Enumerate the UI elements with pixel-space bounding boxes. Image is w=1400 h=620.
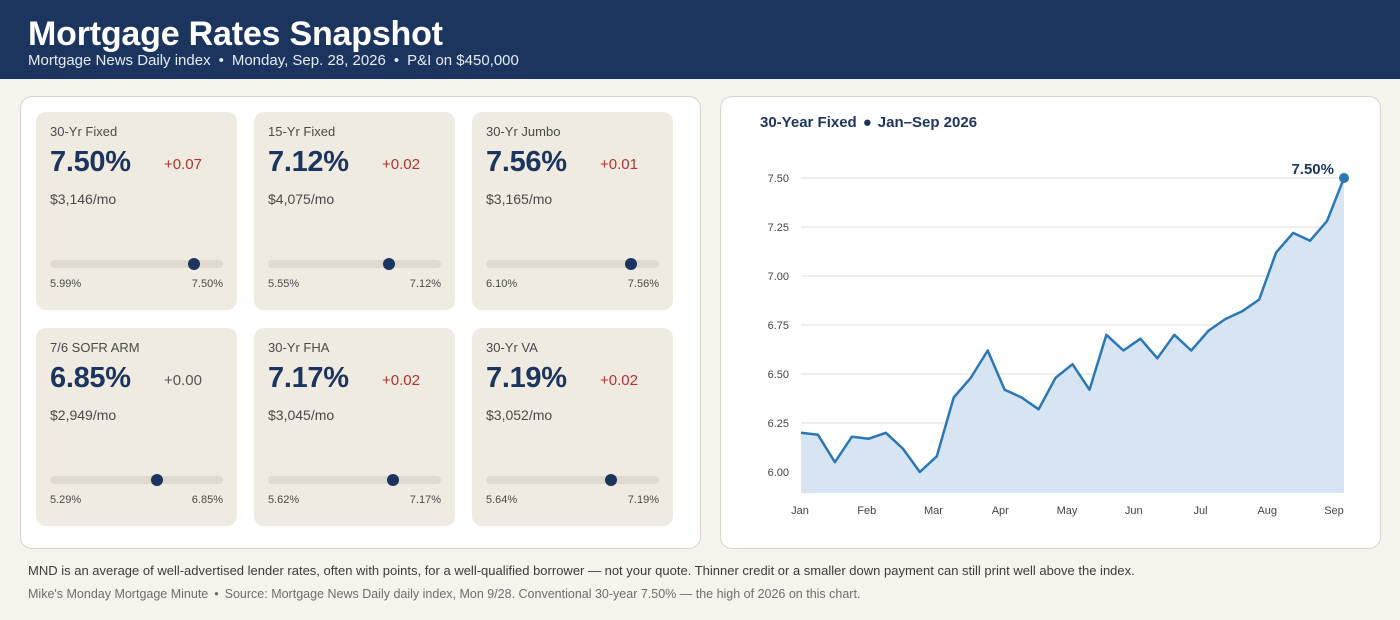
card-change: +0.01 (600, 156, 638, 173)
chart-series-name: 30-Year Fixed (760, 114, 857, 131)
card-payment: $3,052/mo (486, 407, 553, 423)
range-low: 5.29% (50, 494, 82, 506)
range-low: 5.99% (50, 278, 82, 290)
card-label: 30-Yr FHA (268, 340, 330, 355)
card-label: 30-Yr VA (486, 340, 538, 355)
source-text: Source: Mortgage News Daily daily index,… (224, 587, 861, 601)
card-rate: 7.56% (486, 146, 567, 178)
x-tick-label: Jan (791, 505, 809, 517)
card-change: +0.02 (382, 372, 420, 389)
x-tick-label: Jun (1125, 505, 1143, 517)
rate-line (800, 177, 1346, 474)
card-rate: 7.19% (486, 362, 567, 394)
range-marker (625, 258, 638, 270)
card-change: +0.02 (600, 372, 638, 389)
card-payment: $3,045/mo (268, 407, 335, 423)
range-high: 7.50% (191, 278, 223, 290)
chart-period: Jan–Sep 2026 (877, 114, 978, 131)
subtitle-source: Mortgage News Daily index (28, 52, 211, 69)
card-label: 30-Yr Jumbo (486, 124, 561, 139)
card-rate: 6.85% (50, 362, 131, 394)
range-high: 7.19% (627, 494, 659, 506)
range-track (268, 260, 441, 268)
header-banner: Mortgage Rates Snapshot Mortgage News Da… (0, 0, 1400, 79)
chart-panel: 30-Year Fixed ● Jan–Sep 2026 7.50 7.25 7.00 6… (720, 96, 1381, 549)
rate-card-30yr-fixed[interactable]: 30-Yr Fixed 7.50% +0.07 $3,146/mo 5.99% … (36, 112, 237, 310)
card-payment: $4,075/mo (268, 191, 335, 207)
area-fill (801, 178, 1344, 493)
x-tick-label: Jul (1193, 505, 1207, 517)
y-tick-label: 7.50 (768, 173, 789, 185)
range-high: 6.85% (191, 494, 223, 506)
card-label: 30-Yr Fixed (50, 124, 118, 139)
range-marker (187, 258, 200, 270)
rate-card-sofr-arm[interactable]: 7/6 SOFR ARM 6.85% +0.00 $2,949/mo 5.29%… (36, 328, 237, 526)
card-rate: 7.17% (268, 362, 349, 394)
range-low: 5.62% (268, 494, 300, 506)
footnote: MND is an average of well-advertised len… (28, 563, 1135, 578)
card-rate: 7.50% (50, 146, 131, 178)
range-track (486, 260, 659, 268)
card-label: 7/6 SOFR ARM (50, 340, 140, 355)
range-low: 5.64% (486, 494, 518, 506)
rate-card-30yr-va[interactable]: 30-Yr VA 7.19% +0.02 $3,052/mo 5.64% 7.1… (472, 328, 673, 526)
subtitle-date: Monday, Sep. 28, 2026 (231, 52, 386, 69)
y-tick-label: 6.50 (768, 369, 789, 381)
source-line: Mike's Monday Mortgage Minute • Source: Mo… (28, 587, 860, 601)
card-payment: $2,949/mo (50, 407, 117, 423)
range-track (268, 476, 441, 484)
y-tick-label: 6.25 (768, 418, 789, 430)
rate-cards-panel: 30-Yr Fixed 7.50% +0.07 $3,146/mo 5.99% … (20, 96, 701, 549)
rate-line-chart: 7.50 7.25 7.00 6.75 6.50 6.25 6.00 7.50% Jan Feb M… (768, 161, 1349, 517)
range-marker (151, 474, 164, 486)
card-payment: $3,165/mo (486, 191, 553, 207)
range-track (50, 260, 223, 268)
end-point-label: 7.50% (1291, 161, 1334, 178)
x-tick-label: Aug (1257, 505, 1277, 517)
page-subtitle: Mortgage News Daily index • Monday, Sep. 2… (28, 52, 519, 70)
x-tick-label: Mar (924, 505, 943, 517)
range-marker (386, 474, 399, 486)
y-tick-label: 7.00 (768, 271, 789, 283)
x-tick-label: Sep (1324, 505, 1344, 517)
card-rate: 7.12% (268, 146, 349, 178)
range-high: 7.12% (409, 278, 441, 290)
y-tick-label: 7.25 (768, 222, 789, 234)
end-point-marker (1339, 173, 1349, 183)
x-tick-label: May (1057, 505, 1078, 517)
card-label: 15-Yr Fixed (268, 124, 336, 139)
rate-card-30yr-fha[interactable]: 30-Yr FHA 7.17% +0.02 $3,045/mo 5.62% 7.… (254, 328, 455, 526)
x-tick-label: Apr (992, 505, 1009, 517)
range-high: 7.17% (409, 494, 441, 506)
card-payment: $3,146/mo (50, 191, 117, 207)
chart-title-bullet: ● (862, 114, 872, 131)
range-low: 5.55% (268, 278, 300, 290)
byline: Mike's Monday Mortgage Minute (28, 587, 209, 601)
range-track (50, 476, 223, 484)
subtitle-basis: P&I on $450,000 (407, 52, 519, 69)
card-change: +0.07 (164, 156, 202, 173)
y-tick-label: 6.75 (768, 320, 789, 332)
chart-title: 30-Year Fixed ● Jan–Sep 2026 (760, 114, 977, 131)
subtitle-separator: • (218, 52, 224, 69)
rate-card-15yr-fixed[interactable]: 15-Yr Fixed 7.12% +0.02 $4,075/mo 5.55% … (254, 112, 455, 310)
range-low: 6.10% (486, 278, 518, 290)
y-tick-label: 6.00 (768, 467, 789, 479)
card-change: +0.02 (382, 156, 420, 173)
range-high: 7.56% (627, 278, 659, 290)
range-marker (604, 474, 617, 486)
range-track (486, 476, 659, 484)
x-tick-label: Feb (857, 505, 876, 517)
card-change: +0.00 (164, 372, 202, 389)
rate-card-30yr-jumbo[interactable]: 30-Yr Jumbo 7.56% +0.01 $3,165/mo 6.10% … (472, 112, 673, 310)
subtitle-separator: • (393, 52, 400, 69)
source-separator: • (214, 587, 219, 601)
page-title: Mortgage Rates Snapshot (28, 15, 443, 53)
range-marker (383, 258, 396, 270)
